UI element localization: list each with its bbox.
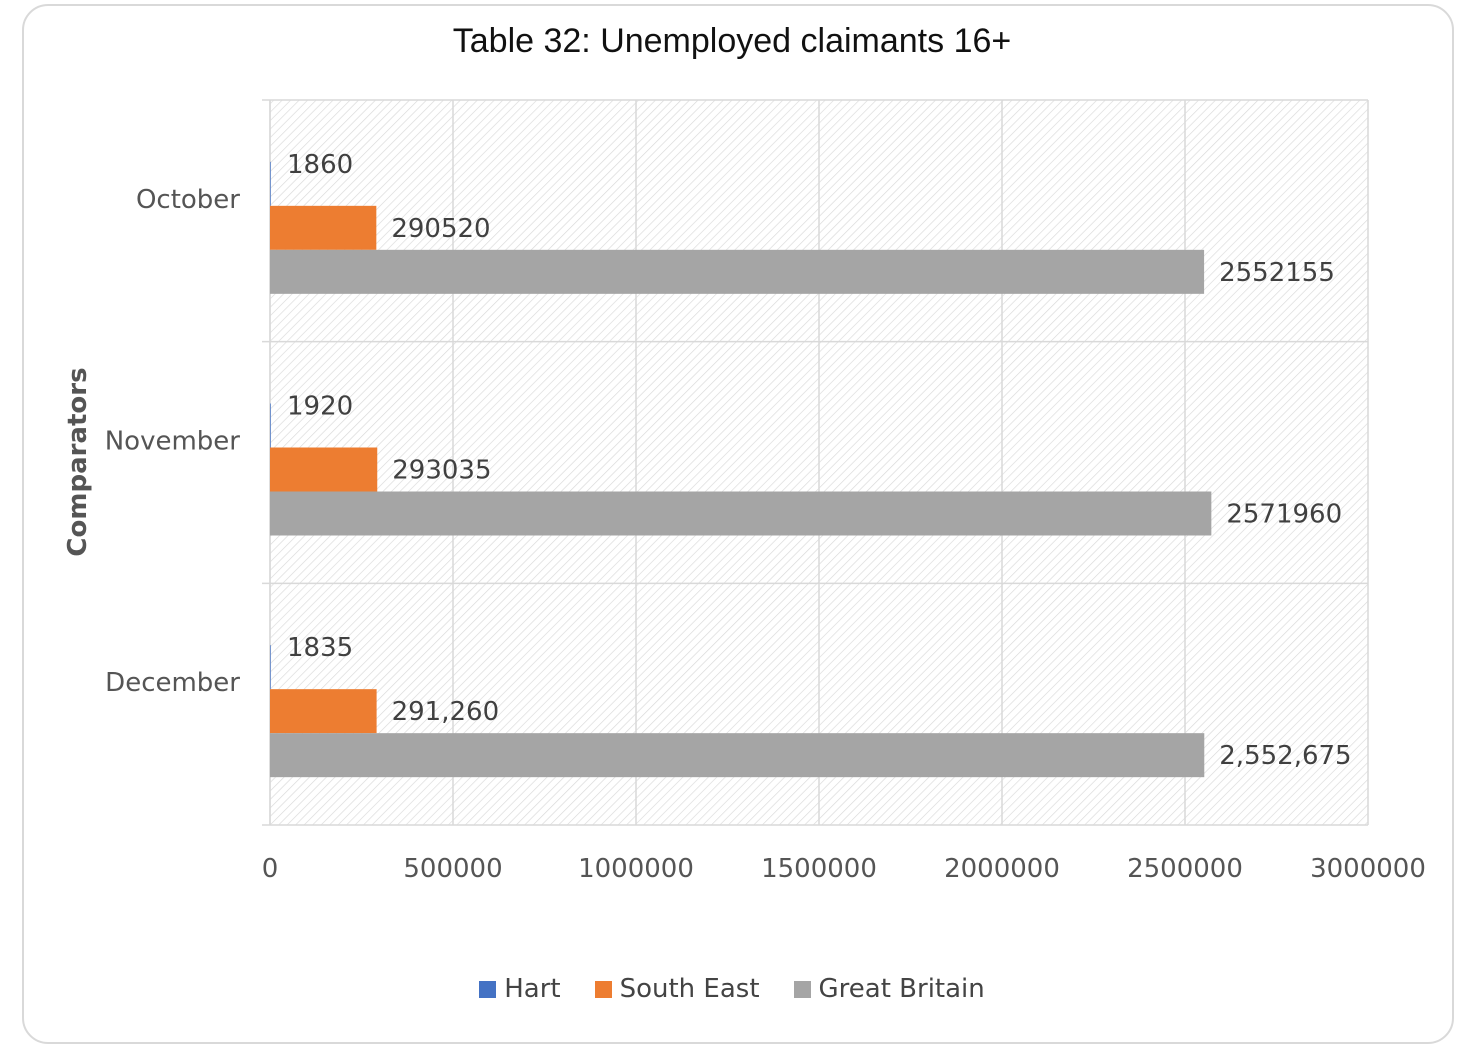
legend-item: Hart (479, 974, 561, 1004)
bar-south-east (270, 205, 377, 250)
legend-label: Great Britain (818, 974, 985, 1004)
bar-south-east (270, 689, 377, 734)
category-label: November (105, 427, 241, 457)
legend-swatch (594, 980, 612, 998)
x-tick-label: 2000000 (944, 854, 1060, 884)
data-label: 290520 (391, 214, 490, 244)
data-label: 1860 (287, 150, 353, 180)
x-tick-label: 1000000 (578, 854, 694, 884)
data-label: 1920 (287, 392, 353, 422)
bar-great-britain (270, 733, 1205, 778)
data-label: 291,260 (392, 697, 500, 727)
x-tick-label: 3000000 (1310, 854, 1426, 884)
data-label: 2,552,675 (1219, 741, 1351, 771)
bar-south-east (270, 447, 378, 492)
data-label: 2571960 (1226, 500, 1342, 530)
x-tick-label: 1500000 (761, 854, 877, 884)
legend-label: South East (619, 974, 760, 1004)
legend: Hart South East Great Britain (0, 974, 1464, 1004)
x-tick-label: 2500000 (1127, 854, 1243, 884)
chart-title: Table 32: Unemployed claimants 16+ (452, 22, 1012, 60)
category-label: December (105, 668, 240, 698)
bar-hart (270, 161, 271, 206)
bar-great-britain (270, 249, 1205, 294)
x-tick-label: 0 (262, 854, 279, 884)
legend-item: Great Britain (793, 974, 985, 1004)
legend-swatch (479, 980, 497, 998)
legend-item: South East (594, 974, 760, 1004)
data-label: 1835 (287, 633, 353, 663)
data-label: 2552155 (1219, 258, 1335, 288)
bar-hart (270, 403, 271, 448)
bar-hart (270, 645, 271, 690)
legend-label: Hart (504, 974, 561, 1004)
legend-swatch (793, 980, 811, 998)
x-tick-label: 500000 (403, 854, 502, 884)
data-label: 293035 (392, 456, 491, 486)
category-label: October (136, 185, 240, 215)
y-axis-title: Comparators (63, 367, 93, 556)
bar-great-britain (270, 491, 1212, 536)
